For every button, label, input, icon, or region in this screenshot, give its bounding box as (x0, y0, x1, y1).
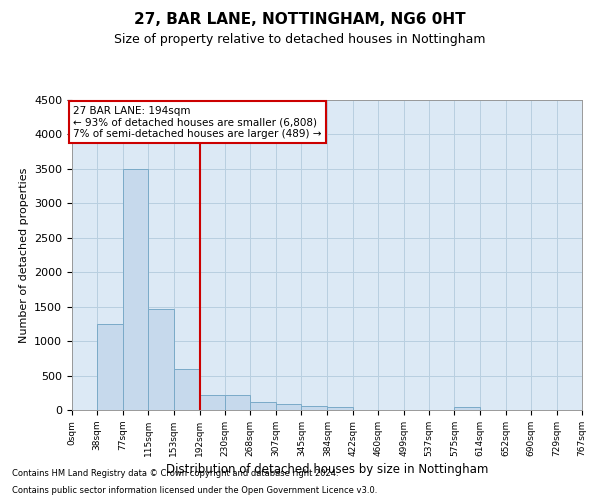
Bar (174, 370, 200, 410)
Text: 27 BAR LANE: 194sqm
← 93% of detached houses are smaller (6,808)
7% of semi-deta: 27 BAR LANE: 194sqm ← 93% of detached ho… (73, 106, 322, 138)
Bar (328, 406, 353, 410)
Bar (301, 406, 328, 410)
Bar (250, 402, 276, 410)
Bar (225, 395, 250, 410)
Text: Contains HM Land Registry data © Crown copyright and database right 2024.: Contains HM Land Registry data © Crown c… (12, 468, 338, 477)
X-axis label: Distribution of detached houses by size in Nottingham: Distribution of detached houses by size … (166, 463, 488, 476)
Bar (97, 324, 123, 410)
Y-axis label: Number of detached properties: Number of detached properties (19, 168, 29, 342)
Text: Contains public sector information licensed under the Open Government Licence v3: Contains public sector information licen… (12, 486, 377, 495)
Bar (200, 395, 225, 410)
Text: 27, BAR LANE, NOTTINGHAM, NG6 0HT: 27, BAR LANE, NOTTINGHAM, NG6 0HT (134, 12, 466, 28)
Bar (454, 406, 480, 410)
Bar (123, 169, 148, 410)
Bar (148, 308, 174, 410)
Text: Size of property relative to detached houses in Nottingham: Size of property relative to detached ho… (114, 32, 486, 46)
Bar (276, 404, 301, 410)
